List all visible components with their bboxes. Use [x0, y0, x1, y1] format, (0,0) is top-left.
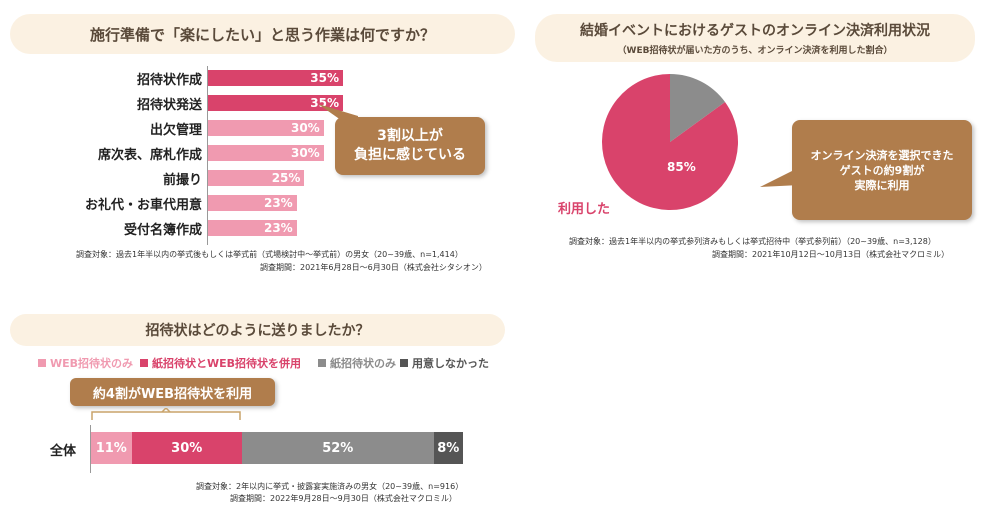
chart2-legend-label: 利用した	[558, 202, 611, 217]
chart1-note-2: 調査期間：2021年6月28日～6月30日（株式会社シタシオン）	[260, 263, 487, 272]
chart2-note-1: 調査対象：過去1年半以内の挙式参列済みもしくは挙式招待中（挙式参列前）（20~3…	[569, 237, 936, 246]
chart3-legend-label: WEB招待状のみ	[50, 357, 134, 370]
chart1-bar-value: 30%	[290, 121, 320, 135]
chart3-note-1: 調査対象：2年以内に挙式・披露宴実施済みの男女（20~39歳、n=916）	[196, 482, 464, 491]
chart2-callout-pointer	[760, 167, 800, 187]
chart1-category-label: 前撮り	[162, 173, 202, 188]
chart1-bar: 23%	[208, 220, 297, 236]
chart2-subtitle: （WEB招待状が届いた方のうち、オンライン決済を利用した割合）	[617, 46, 893, 56]
chart2-title-box: 結婚イベントにおけるゲストのオンライン決済利用状況 （WEB招待状が届いた方のう…	[535, 14, 975, 62]
chart1-note-1: 調査対象：過去1年半以内の挙式後もしくは挙式前（式場検討中～挙式前）の男女（20…	[76, 250, 463, 259]
chart3-legend-label: 紙招待状とWEB招待状を併用	[152, 357, 302, 370]
chart3-legend-label: 用意しなかった	[412, 357, 489, 370]
chart1-bar-value: 23%	[263, 221, 293, 235]
chart1-callout: 3割以上が 負担に感じている	[335, 117, 485, 175]
chart1-category-label: 招待状作成	[136, 73, 202, 88]
chart1-callout-line2: 負担に感じている	[354, 147, 466, 163]
chart3-legend-swatch	[38, 359, 46, 367]
chart3-legend-swatch	[140, 359, 148, 367]
chart3-legend-item: 紙招待状とWEB招待状を併用	[140, 355, 301, 371]
chart2-pie-slice	[670, 74, 726, 142]
chart3-legend-label: 紙招待状のみ	[330, 357, 396, 370]
chart1-category-label: 受付名簿作成	[123, 223, 202, 238]
chart1-bar: 35%	[208, 70, 343, 86]
chart1-title: 施行準備で「楽にしたい」と思う作業は何ですか？	[10, 14, 515, 54]
chart1-bar-value: 23%	[263, 196, 293, 210]
chart3-legend-swatch	[400, 359, 408, 367]
chart2-title: 結婚イベントにおけるゲストのオンライン決済利用状況	[580, 23, 930, 39]
chart3-segment: 30%	[131, 432, 242, 464]
chart1-bar-value: 25%	[271, 171, 301, 185]
chart3-segment: 11%	[91, 432, 132, 464]
chart2-callout: オンライン決済を選択できた ゲストの約9割が 実際に利用	[792, 120, 972, 220]
chart3-callout-text: 約4割がWEB招待状を利用	[92, 386, 253, 402]
chart2-callout-line1: オンライン決済を選択できた	[810, 148, 954, 162]
chart1-bar-value: 35%	[310, 96, 339, 110]
chart1-category-label: 席次表、席札作成	[97, 148, 202, 163]
chart1-category-label: 出欠管理	[149, 123, 202, 138]
chart3-title: 招待状はどのように送りましたか？	[10, 314, 505, 346]
chart1-axis	[207, 66, 208, 245]
chart2-pie	[602, 74, 738, 210]
chart1-category-label: 招待状発送	[136, 98, 202, 113]
chart1-bar-value: 30%	[290, 146, 320, 160]
chart1-bar: 35%	[208, 95, 343, 111]
chart1-bar: 23%	[208, 195, 297, 211]
chart1-category-label: お礼代・お車代用意	[84, 198, 202, 213]
chart2-callout-line3: 実際に利用	[854, 178, 910, 192]
chart3-stacked-bar: 11% 30% 52% 8%	[91, 432, 463, 464]
chart1-callout-line1: 3割以上が	[377, 128, 443, 144]
chart3-segment: 8%	[433, 432, 463, 464]
chart3-note-2: 調査期間：2022年9月28日～9月30日（株式会社マクロミル）	[230, 494, 457, 503]
chart3-callout: 約4割がWEB招待状を利用	[70, 378, 275, 406]
chart2-note-2: 調査期間：2021年10月12日～10月13日（株式会社マクロミル）	[712, 250, 950, 259]
chart1-callout-pointer	[318, 104, 358, 132]
chart1-bar: 25%	[208, 170, 305, 186]
chart3-legend-swatch	[318, 359, 326, 367]
chart3-bracket	[91, 408, 241, 420]
chart3-legend-item: WEB招待状のみ	[38, 355, 133, 371]
chart3-segment: 52%	[242, 432, 434, 464]
chart3-legend-item: 紙招待状のみ	[318, 355, 396, 371]
chart1-bar-value: 35%	[310, 71, 339, 85]
chart2-slice-label: 85%	[667, 160, 696, 174]
chart3-category-label: 全体	[50, 444, 77, 459]
chart3-axis	[90, 425, 91, 473]
chart3-legend-item: 用意しなかった	[400, 355, 489, 371]
chart1-bar: 30%	[208, 120, 324, 136]
chart1-bar: 30%	[208, 145, 324, 161]
chart2-callout-line2: ゲストの約9割が	[839, 163, 925, 177]
